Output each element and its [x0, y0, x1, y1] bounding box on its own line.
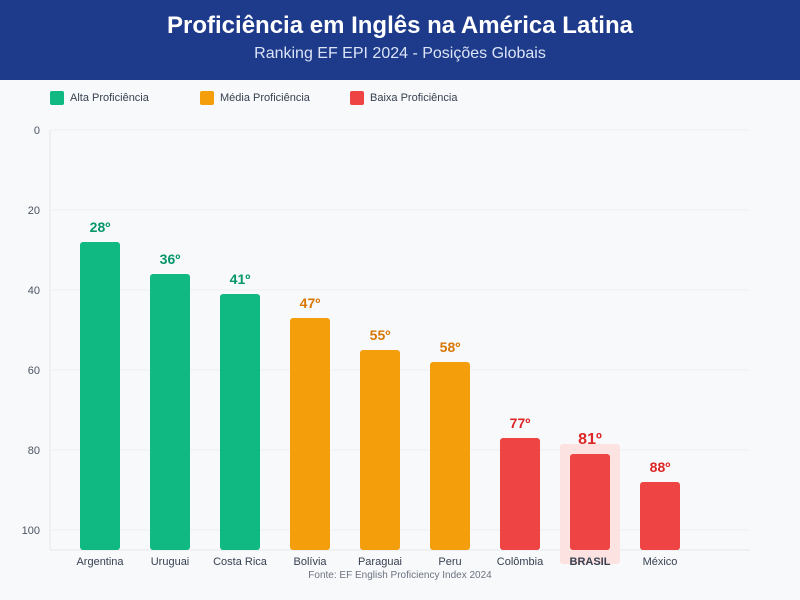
chart-subtitle: Ranking EF EPI 2024 - Posições Globais [254, 45, 546, 62]
bar-value-label: 58º [440, 339, 461, 355]
chart-header: Proficiência em Inglês na América Latina… [0, 0, 800, 80]
x-tick-label: Colômbia [497, 556, 544, 568]
x-tick-label: México [643, 556, 678, 568]
bar-value-label: 36º [160, 251, 181, 267]
legend-label-media: Média Proficiência [220, 92, 310, 104]
chart-legend: Alta Proficiência Média Proficiência Bai… [0, 80, 800, 116]
x-tick-label: Uruguai [151, 556, 190, 568]
source-note: Fonte: EF English Proficiency Index 2024 [308, 570, 492, 581]
bar-peru [430, 362, 470, 550]
bar-bolívia [290, 318, 330, 550]
y-tick-label: 40 [28, 285, 40, 297]
x-tick-label: Peru [438, 556, 461, 568]
chart-title: Proficiência em Inglês na América Latina [167, 12, 633, 39]
bar-argentina [80, 242, 120, 550]
legend-label-baixa: Baixa Proficiência [370, 92, 458, 104]
bar-paraguai [360, 350, 400, 550]
bar-value-label: 81º [578, 431, 602, 448]
x-tick-label: Paraguai [358, 556, 402, 568]
legend-swatch-alta [50, 91, 64, 105]
bar-value-label: 28º [90, 219, 111, 235]
x-tick-label: Bolívia [293, 556, 327, 568]
bar-brasil [570, 454, 610, 550]
bar-costa-rica [220, 294, 260, 550]
bar-value-label: 88º [650, 459, 671, 475]
y-tick-label: 100 [22, 525, 40, 537]
bar-value-label: 77º [510, 415, 531, 431]
bar-value-label: 55º [370, 327, 391, 343]
x-tick-label: BRASIL [570, 556, 611, 568]
bar-value-label: 47º [300, 295, 321, 311]
y-tick-label: 0 [34, 125, 40, 137]
y-tick-label: 80 [28, 445, 40, 457]
bar-colômbia [500, 438, 540, 550]
bar-méxico [640, 482, 680, 550]
x-tick-label: Costa Rica [213, 556, 268, 568]
y-tick-label: 60 [28, 365, 40, 377]
legend-swatch-baixa [350, 91, 364, 105]
legend-swatch-media [200, 91, 214, 105]
bar-uruguai [150, 274, 190, 550]
x-tick-label: Argentina [76, 556, 124, 568]
y-tick-label: 20 [28, 205, 40, 217]
bar-value-label: 41º [230, 271, 251, 287]
legend-label-alta: Alta Proficiência [70, 92, 149, 104]
